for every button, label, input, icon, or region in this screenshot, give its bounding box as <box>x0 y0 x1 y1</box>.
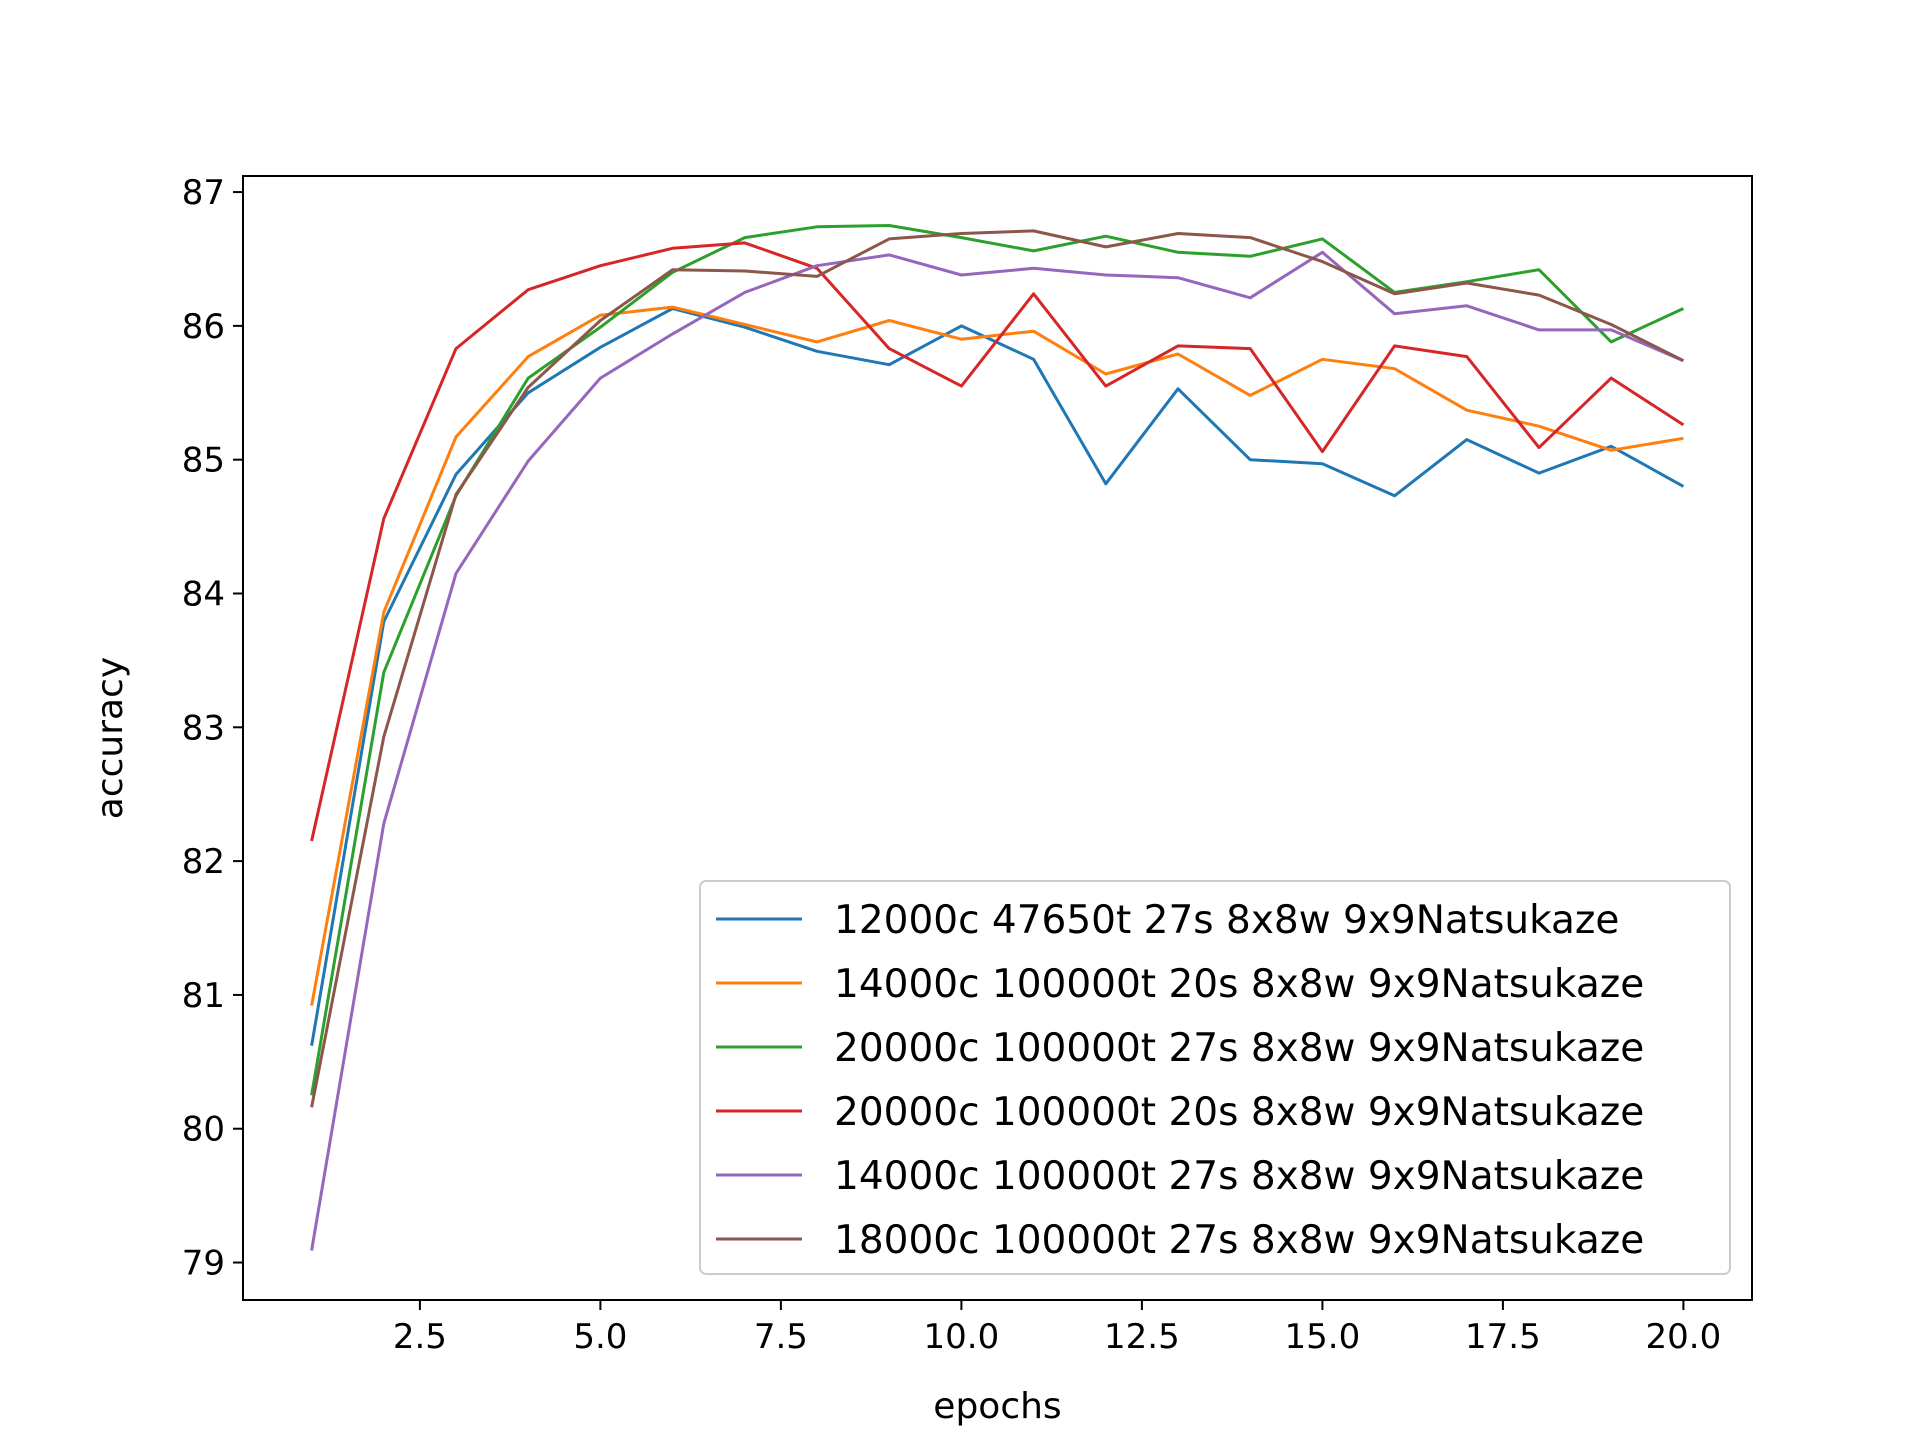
x-tick-label: 15.0 <box>1285 1317 1361 1357</box>
series-line-5 <box>310 250 1684 1251</box>
y-tick-label: 84 <box>182 574 225 614</box>
legend-entry-label: 12000c 47650t 27s 8x8w 9x9Natsukaze <box>834 898 1619 943</box>
series-line-6 <box>310 229 1685 1108</box>
x-tick-label: 17.5 <box>1465 1317 1541 1357</box>
legend: 12000c 47650t 27s 8x8w 9x9Natsukaze 14000… <box>699 880 1731 1275</box>
x-tick-label: 10.0 <box>924 1317 1000 1357</box>
y-tick-label: 87 <box>182 173 225 213</box>
y-axis-label: accuracy <box>90 657 131 819</box>
y-tick-label: 81 <box>182 976 225 1016</box>
x-tick-label: 2.5 <box>393 1317 447 1357</box>
x-axis-ticks: 2.5 5.0 7.5 10.0 12.5 15.0 17.5 20.0 <box>393 1300 1721 1357</box>
series-line-1 <box>310 307 1685 1047</box>
x-tick-label: 7.5 <box>754 1317 808 1357</box>
y-tick-label: 83 <box>182 708 225 748</box>
legend-entry-label: 14000c 100000t 27s 8x8w 9x9Natsukaze <box>834 1154 1644 1199</box>
x-tick-label: 20.0 <box>1646 1317 1722 1357</box>
legend-entry-label: 20000c 100000t 27s 8x8w 9x9Natsukaze <box>834 1026 1644 1071</box>
x-axis-label: epochs <box>933 1386 1061 1427</box>
y-tick-label: 86 <box>182 307 225 347</box>
y-tick-label: 79 <box>182 1244 225 1284</box>
x-tick-label: 12.5 <box>1104 1317 1180 1357</box>
plot-area-frame <box>242 175 1753 1301</box>
series-lines <box>310 224 1685 1251</box>
legend-box <box>699 880 1731 1275</box>
y-tick-label: 82 <box>182 842 225 882</box>
series-line-2 <box>310 305 1684 1006</box>
legend-entry-label: 18000c 100000t 27s 8x8w 9x9Natsukaze <box>834 1218 1644 1263</box>
y-tick-label: 80 <box>182 1110 225 1150</box>
series-line-4 <box>310 241 1685 842</box>
x-tick-label: 5.0 <box>573 1317 627 1357</box>
legend-entry-label: 14000c 100000t 20s 8x8w 9x9Natsukaze <box>834 962 1644 1007</box>
y-axis-ticks: 79 80 81 82 83 84 85 86 87 <box>182 173 243 1284</box>
legend-entry-label: 20000c 100000t 20s 8x8w 9x9Natsukaze <box>834 1090 1644 1135</box>
y-tick-label: 85 <box>182 441 225 481</box>
